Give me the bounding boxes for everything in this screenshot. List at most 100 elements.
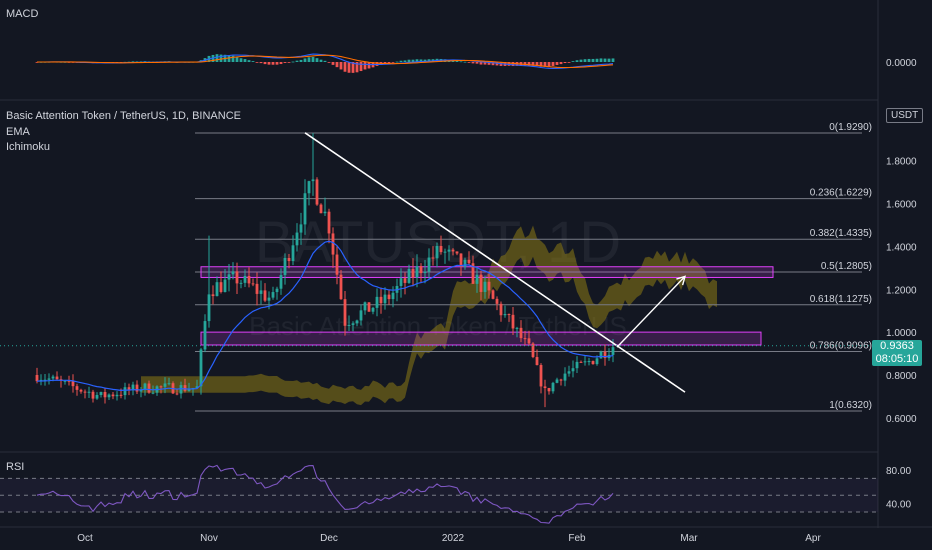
candle-body (335, 254, 339, 275)
candle-body (351, 323, 355, 325)
candle-body (75, 386, 79, 390)
candle-body (287, 257, 291, 262)
candle-body (87, 391, 91, 393)
time-axis-label: Feb (568, 533, 586, 544)
candle-body (343, 299, 347, 326)
macd-histogram-bar (459, 61, 463, 63)
macd-histogram-bar (367, 62, 371, 69)
projection-arrow-line (616, 275, 686, 348)
macd-histogram-bar (271, 62, 275, 65)
currency-unit-badge[interactable]: USDT (886, 108, 924, 123)
price-axis-label: 1.0000 (886, 328, 917, 339)
candle-body (159, 386, 163, 388)
candle-body (391, 292, 395, 300)
candle-body (251, 283, 255, 285)
macd-histogram-bar (411, 59, 415, 62)
candle-body (427, 257, 431, 272)
macd-histogram-bar (531, 62, 535, 66)
candle-body (383, 294, 387, 304)
candle-body (495, 298, 499, 304)
candle-body (175, 393, 179, 395)
candle-body (575, 361, 579, 369)
macd-histogram-bar (263, 62, 267, 65)
macd-histogram-bar (575, 60, 579, 62)
candle-body (531, 343, 535, 358)
candle-body (595, 358, 599, 365)
candle-body (135, 384, 139, 392)
macd-histogram-bar (227, 55, 231, 62)
ema-line (36, 240, 614, 392)
candle-body (387, 294, 391, 300)
main-chart-title[interactable]: Basic Attention Token / TetherUS, 1D, BI… (6, 110, 241, 122)
candle-body (147, 383, 151, 393)
candle-body (231, 271, 235, 275)
candle-body (119, 394, 123, 396)
candle-body (151, 392, 155, 394)
axes: 1.8000 1.6000 1.4000 1.2000 1.0000 0.8000 0.60… (77, 157, 917, 544)
candle-body (483, 281, 487, 292)
candle-body (423, 271, 427, 274)
candle-body (403, 278, 407, 283)
candle-body (267, 297, 271, 301)
candle-body (347, 324, 351, 326)
rsi-title[interactable]: RSI (6, 461, 25, 473)
candle-body (511, 314, 515, 329)
macd-histogram-bar (415, 59, 419, 62)
candle-body (323, 211, 327, 214)
candle-body (359, 310, 363, 321)
macd-title[interactable]: MACD (6, 8, 39, 20)
ema-indicator-label[interactable]: EMA (6, 126, 30, 138)
candle-body (515, 327, 519, 329)
candle-body (415, 266, 419, 278)
macd-histogram-bar (583, 59, 587, 62)
macd-histogram-bar (535, 62, 539, 67)
candle-body (539, 365, 543, 387)
candle-body (279, 275, 283, 289)
candle-body (195, 386, 199, 388)
candle-body (207, 294, 211, 322)
macd-histogram-bar (511, 62, 515, 67)
candle-body (411, 268, 415, 278)
macd-histogram-bar (239, 58, 243, 62)
candle-body (315, 179, 319, 205)
macd-pane: 0.0000 (35, 53, 917, 73)
projection-arrow-head (676, 275, 687, 286)
macd-histogram-bar (143, 61, 147, 62)
macd-histogram-bar (251, 61, 255, 62)
time-axis-label: Apr (805, 533, 821, 544)
macd-histogram-bar (407, 59, 411, 62)
candle-body (559, 379, 563, 381)
macd-histogram-bar (315, 58, 319, 62)
macd-histogram-bar (543, 62, 547, 67)
candle-body (419, 266, 423, 274)
candle-body (507, 314, 511, 316)
candle-body (299, 224, 303, 233)
rsi-axis-label: 80.00 (886, 466, 911, 477)
time-axis-label: Dec (320, 533, 338, 544)
candle-body (375, 296, 379, 308)
macd-histogram-bar (319, 59, 323, 62)
candle-body (611, 347, 615, 355)
candle-body (167, 383, 171, 385)
candle-body (459, 253, 463, 268)
candle-body (303, 193, 307, 225)
candle-body (123, 387, 127, 396)
candle-body (211, 294, 215, 297)
macd-histogram-bar (307, 57, 311, 62)
candle-body (307, 181, 311, 194)
macd-histogram-bar (479, 62, 483, 65)
rsi-line (36, 464, 614, 524)
drawings[interactable] (0, 132, 878, 393)
macd-histogram-bar (247, 60, 251, 62)
macd-histogram-bar (287, 62, 291, 63)
candle-body (271, 292, 275, 298)
macd-histogram-bar (363, 62, 367, 70)
macd-histogram-bar (131, 61, 135, 63)
candle-body (535, 357, 539, 366)
macd-histogram-bar (555, 62, 559, 65)
price-axis-label: 1.6000 (886, 200, 917, 211)
ichimoku-indicator-label[interactable]: Ichimoku (6, 141, 51, 153)
macd-histogram-bar (463, 61, 467, 63)
macd-histogram-bar (255, 62, 259, 63)
